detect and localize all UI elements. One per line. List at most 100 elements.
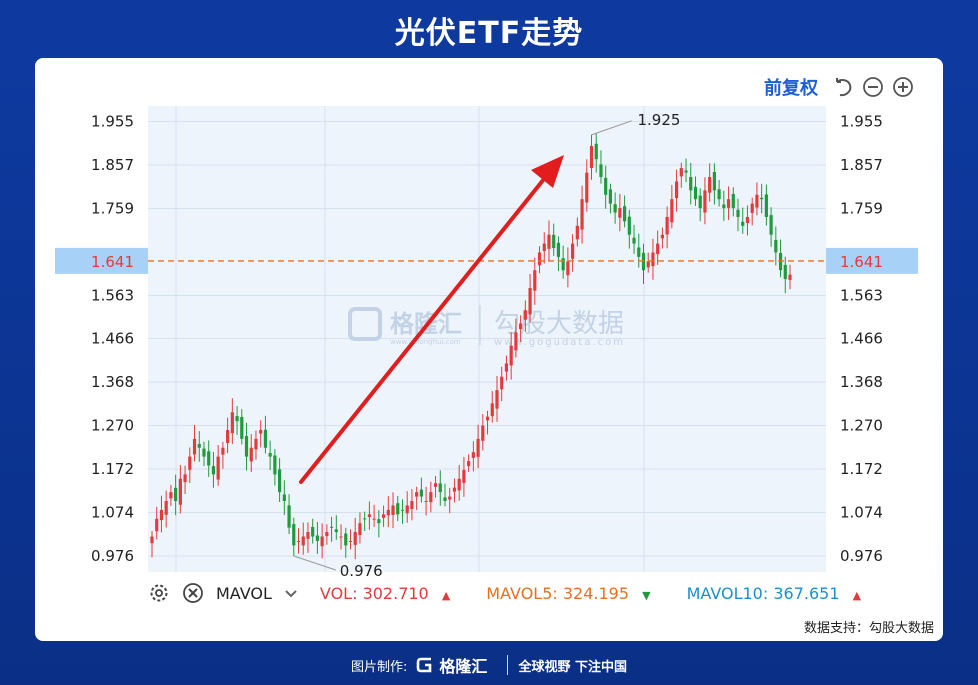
candle-body: [646, 261, 650, 268]
candle-body: [311, 527, 315, 537]
candle-body: [292, 524, 296, 546]
zoom-in-icon[interactable]: [892, 76, 914, 98]
candle-body: [703, 190, 707, 213]
candle-body: [708, 177, 712, 193]
candle-body: [561, 258, 565, 271]
candle-body: [448, 496, 452, 500]
settings-gear-icon[interactable]: [148, 582, 170, 604]
current-price-badge-left: [55, 247, 148, 274]
candle-body: [197, 443, 201, 448]
data-credit: 数据支持：勾股大数据: [803, 621, 934, 636]
candle-body: [698, 195, 702, 209]
candle-body: [226, 429, 230, 444]
candle-body: [679, 168, 683, 177]
candle-body: [504, 363, 509, 372]
y-tick-label-right: 1.074: [840, 504, 883, 522]
candle-body: [533, 270, 537, 291]
candle-body: [670, 199, 674, 223]
candle-body: [467, 461, 471, 467]
candle-body: [155, 518, 159, 532]
candle-body: [443, 497, 447, 501]
candle-body: [519, 323, 523, 330]
current-price-label-right: 1.641: [840, 253, 883, 271]
candle-body: [745, 216, 750, 223]
candle-body: [164, 500, 168, 515]
indicator-name[interactable]: MAVOL: [216, 583, 272, 603]
candle-body: [320, 536, 324, 547]
candle-body: [183, 474, 187, 483]
candle-body: [282, 494, 286, 501]
candle-body: [722, 204, 726, 209]
candle-body: [717, 189, 721, 200]
current-price-badge-right: [826, 247, 918, 274]
zoom-out-icon[interactable]: [862, 76, 884, 98]
y-tick-label-left: 1.172: [91, 460, 134, 478]
candle-body: [386, 509, 390, 516]
close-indicator-icon[interactable]: [182, 582, 204, 604]
candle-body: [344, 533, 348, 546]
candle-body: [452, 487, 457, 492]
candle-body: [287, 505, 291, 528]
chevron-down-icon[interactable]: [284, 586, 298, 600]
candle-body: [471, 452, 475, 458]
candle-body: [651, 252, 655, 267]
high-leader-line: [591, 120, 632, 136]
candle-body: [632, 237, 636, 244]
candle-body: [235, 416, 239, 422]
y-tick-label-right: 1.466: [840, 330, 883, 348]
candle-body: [726, 199, 731, 208]
low-annotation: 0.976: [340, 562, 383, 580]
candle-body: [348, 540, 353, 542]
candle-body: [566, 261, 570, 276]
y-tick-label-left: 1.074: [91, 504, 134, 522]
candle-body: [367, 514, 371, 517]
candle-body: [731, 193, 735, 209]
candle-body: [396, 503, 400, 515]
candle-body: [259, 429, 263, 434]
candle-body: [363, 518, 367, 520]
footer: 图片制作: 格隆汇 全球视野 下注中国: [0, 650, 978, 680]
candle-body: [377, 519, 381, 524]
candle-body: [485, 416, 490, 421]
candle-body: [575, 225, 579, 240]
candle-body: [334, 529, 338, 533]
page-title: 光伏ETF走势: [394, 16, 584, 51]
candle-body: [296, 540, 301, 542]
candle-body: [755, 194, 759, 208]
watermark-brand2-url: www.gogudata.com: [494, 337, 625, 348]
y-tick-label-right: 1.368: [840, 373, 883, 391]
candle-body: [760, 197, 764, 200]
candle-body: [556, 242, 561, 257]
candle-body: [599, 164, 603, 178]
made-by-label: 图片制作:: [351, 659, 408, 675]
volume-indicator-bar: MAVOL VOL: 302.710 ▲ MAVOL5: 324.195 ▼ M…: [148, 580, 897, 606]
y-tick-label-left: 1.270: [91, 417, 134, 435]
candle-body: [684, 170, 688, 173]
candle-body: [783, 264, 787, 280]
undo-icon[interactable]: [832, 76, 854, 98]
y-tick-label-left: 1.368: [91, 373, 134, 391]
watermark-logo-icon: [348, 307, 382, 341]
candle-body: [192, 438, 197, 455]
candle-body: [263, 429, 268, 448]
mavol10-item: MAVOL10: 367.651 ▲: [686, 583, 862, 603]
candle-body: [589, 145, 594, 169]
high-annotation: 1.925: [638, 111, 681, 129]
y-tick-label-left: 1.955: [91, 113, 134, 131]
candle-body: [665, 216, 669, 235]
trend-arrow-shaft: [299, 167, 554, 484]
candle-body: [604, 177, 608, 195]
candle-body: [249, 447, 253, 462]
candle-body: [764, 194, 768, 217]
candle-body: [419, 489, 423, 497]
candle-body: [712, 171, 716, 191]
candle-body: [462, 469, 466, 483]
candle-body: [301, 536, 305, 546]
adjust-mode-button[interactable]: 前复权: [764, 78, 818, 99]
candle-body: [424, 500, 428, 502]
candle-body: [542, 243, 546, 252]
candle-body: [457, 478, 461, 491]
candle-body: [656, 243, 660, 255]
candle-body: [221, 447, 225, 455]
